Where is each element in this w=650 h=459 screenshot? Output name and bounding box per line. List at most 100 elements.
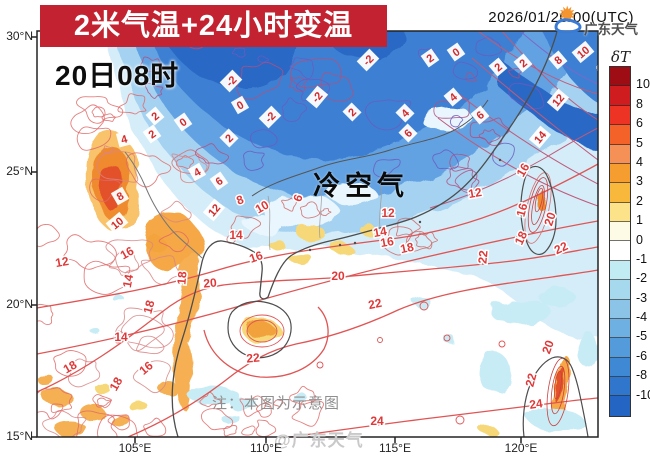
isotherm-label: 20	[203, 275, 218, 290]
colorbar-tick-label: -4	[636, 310, 648, 325]
change-contour-label: 0	[446, 42, 466, 62]
svg-text:8: 8	[115, 190, 126, 203]
colorbar-tick-label: -3	[636, 290, 648, 305]
isotherm-label: 14	[372, 224, 388, 240]
isotherm-label: 20	[331, 269, 345, 283]
change-contour-label: 8	[110, 186, 130, 206]
colorbar-segment	[610, 377, 630, 397]
colorbar-tick-label: 10	[636, 77, 650, 92]
change-contour-label: 4	[395, 103, 415, 123]
isotherm-label: 22	[367, 296, 383, 313]
change-contour-label: 0	[230, 95, 250, 115]
colorbar-segment	[610, 318, 630, 339]
change-contour-label: 6	[209, 171, 229, 191]
svg-text:4: 4	[120, 133, 130, 146]
change-contour-label: -2	[356, 48, 380, 72]
isotherm-label: 24	[370, 414, 384, 428]
svg-text:0: 0	[235, 99, 246, 112]
map-title-banner: 2米气温+24小时变温	[40, 5, 387, 47]
isotherm-label: 22	[475, 249, 490, 264]
gd-weather-logo: ✹ 广东天气	[552, 4, 648, 40]
temperature-contours-dense	[37, 93, 438, 437]
lat-tick-label: 25°N	[6, 164, 33, 178]
isotherm-label: 18	[399, 240, 415, 257]
isotherm-label: 24	[528, 396, 543, 412]
colorbar-tick-label: 2	[636, 193, 643, 208]
model-run-timestamp: 2026/01/20/00(UTC)	[488, 9, 634, 26]
colorbar-tick-label: 6	[636, 116, 643, 131]
change-contour-label: 4	[443, 87, 463, 107]
colorbar-segment	[610, 260, 630, 281]
colorbar-tick-label: -1	[636, 251, 648, 266]
colorbar-segment	[610, 144, 630, 164]
isotherm-label: 16	[514, 201, 531, 218]
warm-anomaly-shading	[38, 131, 571, 435]
change-contour-label: -2	[305, 85, 329, 109]
isotherm-label: 22	[523, 371, 540, 388]
colorbar-segment	[610, 396, 630, 416]
change-contour-label: 2	[219, 128, 239, 148]
isotherm-label: 20	[541, 210, 559, 227]
change-contour-label: 0	[173, 112, 193, 132]
isotherm-label: 18	[141, 298, 158, 315]
colorbar-segment	[610, 338, 630, 358]
change-contour-label: 8	[548, 50, 568, 70]
change-contour-label: -2	[219, 69, 243, 93]
change-contour-label: -2	[258, 105, 282, 129]
change-contour-label: 6	[398, 123, 418, 143]
colorbar-segment	[610, 241, 630, 261]
isotherm-label: 18	[174, 270, 189, 285]
change-contour-label: 4	[187, 162, 207, 182]
change-contour-label: 2	[420, 48, 440, 68]
logo-text: 广东天气	[584, 22, 638, 37]
valid-time-label: 20日08时	[55, 60, 180, 91]
colorbar-segment	[610, 67, 630, 87]
disclaimer-note: 注：本图为示意图	[212, 395, 341, 412]
change-contour-label: 6	[470, 105, 490, 125]
lon-tick-label: 120°E	[504, 441, 538, 455]
change-contour-label: 2	[142, 124, 162, 144]
svg-text:2: 2	[147, 128, 159, 141]
colorbar-tick-label: 4	[636, 154, 643, 169]
colorbar-title: δT	[611, 48, 631, 66]
isotherm-label: 14	[229, 228, 243, 242]
colorbar	[609, 66, 631, 417]
colorbar-tick-label: 1	[636, 213, 643, 228]
colorbar-segment	[610, 105, 630, 126]
change-contour-label: 2	[145, 106, 165, 126]
isotherm-label: 12	[467, 185, 483, 201]
change-contour-label: 2	[513, 53, 533, 73]
isotherm-label: 16	[379, 234, 395, 250]
lon-tick-label: 115°E	[379, 441, 411, 455]
isotherm-label: 12	[381, 206, 395, 220]
colorbar-tick-label: -5	[636, 329, 648, 344]
colorbar-tick-label: 8	[636, 96, 643, 111]
colorbar-segment	[610, 299, 630, 319]
sea-cool-patches	[91, 286, 598, 432]
colorbar-segment	[610, 125, 630, 145]
colorbar-segment	[610, 183, 630, 203]
colorbar-segment	[610, 222, 630, 242]
svg-text:0: 0	[451, 46, 463, 59]
watermark: @广东天气	[274, 431, 364, 450]
lon-tick-label: 105°E	[118, 441, 152, 455]
axis-ticks	[31, 36, 522, 443]
lat-tick-label: 15°N	[6, 429, 33, 443]
colorbar-tick-label: -2	[636, 271, 648, 286]
isotherm-label: 14	[114, 330, 128, 344]
colorbar-tick-label: -10	[636, 387, 650, 402]
colorbar-segment	[610, 280, 630, 300]
isotherm-label: 12	[54, 254, 70, 270]
isotherm-label: 14	[120, 273, 136, 289]
strait-contours	[429, 31, 598, 209]
colorbar-segment	[610, 357, 630, 377]
lat-tick-label: 20°N	[6, 297, 33, 311]
change-contour-label: 2	[488, 57, 508, 77]
lat-tick-label: 30°N	[6, 29, 33, 43]
svg-text:6: 6	[214, 175, 226, 188]
colorbar-segment	[610, 86, 630, 106]
colorbar-tick-label: 3	[636, 174, 643, 189]
sea-isotherms	[37, 163, 598, 437]
